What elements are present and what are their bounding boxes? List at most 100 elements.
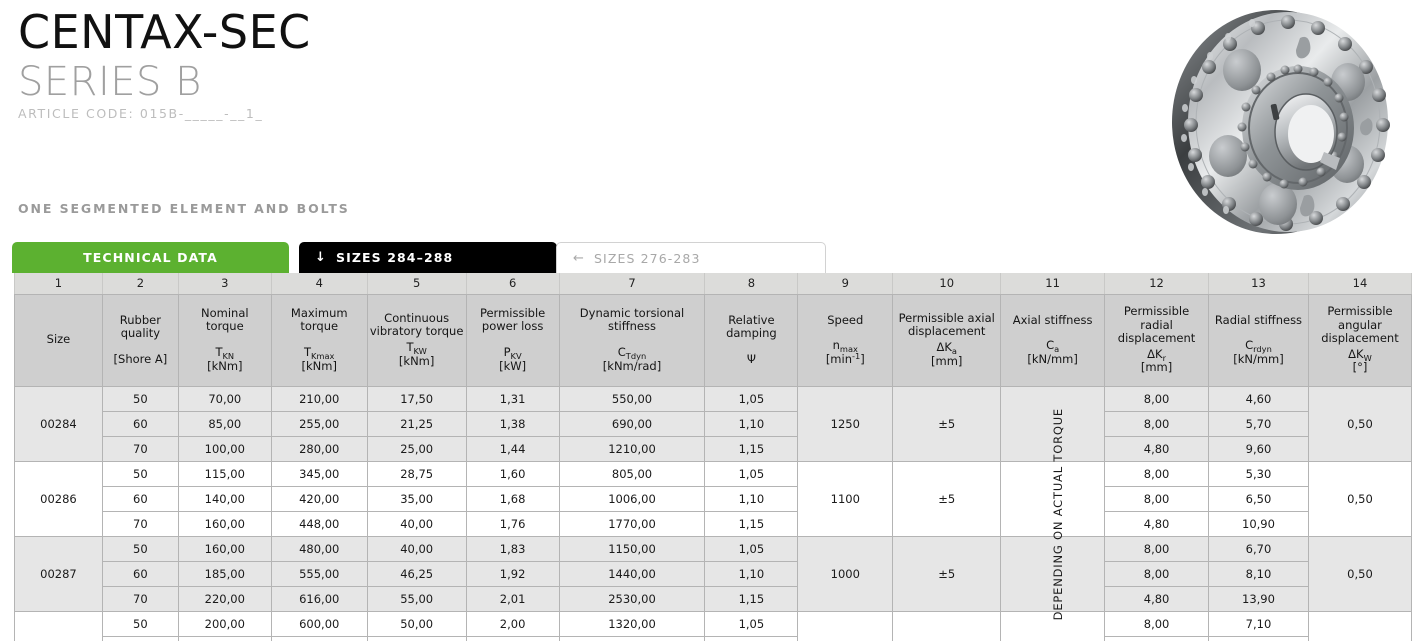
tab-bar[interactable]: TECHNICAL DATA ↓ SIZES 284–288 ← SIZES 2… bbox=[12, 240, 826, 273]
cell-rubber: 60 bbox=[101, 485, 179, 512]
cell-tkmax: 210,00 bbox=[270, 385, 368, 412]
table-row: 60 140,00 420,00 35,00 1,68 1006,00 1,10 8,00 6,… bbox=[15, 485, 1412, 512]
cell-tkn: 160,00 bbox=[177, 535, 272, 562]
cell-psi: 1,10 bbox=[704, 560, 799, 587]
cell-psi: 1,15 bbox=[704, 510, 799, 537]
cell-crdyn: 9,60 bbox=[1208, 435, 1309, 462]
cell-tkw: 28,75 bbox=[366, 460, 467, 487]
cell-speed: 1250 bbox=[797, 385, 894, 462]
cell-crdyn: 6,50 bbox=[1208, 485, 1309, 512]
col-header-radial-stiffness: Radial stiffness Crdyn [kN/mm] bbox=[1208, 293, 1309, 387]
cell-ctdyn: 1770,00 bbox=[558, 510, 706, 537]
cell-rubber: 50 bbox=[101, 610, 179, 637]
cell-tkw: 50,00 bbox=[366, 610, 467, 637]
cell-rubber: 70 bbox=[101, 435, 179, 462]
cell-tkw: 25,00 bbox=[366, 435, 467, 462]
cell-speed: 800 bbox=[797, 610, 894, 641]
cell-ctdyn: 1210,00 bbox=[558, 435, 706, 462]
cell-tkn: 140,00 bbox=[177, 485, 272, 512]
arrow-down-icon: ↓ bbox=[315, 250, 327, 265]
cell-rubber: 50 bbox=[101, 535, 179, 562]
cell-crdyn: 8,80 bbox=[1208, 635, 1309, 641]
cell-crdyn: 13,90 bbox=[1208, 585, 1309, 612]
coupling-flange-image bbox=[1172, 10, 1390, 234]
table-row: 70 160,00 448,00 40,00 1,76 1770,00 1,15 4,80 10… bbox=[15, 510, 1412, 537]
cell-axial-stiffness bbox=[1000, 460, 1106, 537]
cell-tkmax: 345,00 bbox=[270, 460, 368, 487]
cell-dkr: 8,00 bbox=[1104, 485, 1210, 512]
cell-pkv: 1,38 bbox=[465, 410, 560, 437]
cell-crdyn: 6,70 bbox=[1208, 535, 1309, 562]
col-header-nominal-torque: Nominal torque TKN [kNm] bbox=[177, 293, 272, 387]
cell-ctdyn: 690,00 bbox=[558, 410, 706, 437]
cell-dkr: 4,80 bbox=[1104, 510, 1210, 537]
cell-psi: 1,05 bbox=[704, 460, 799, 487]
cell-pkv: 1,44 bbox=[465, 435, 560, 462]
cell-tkn: 85,00 bbox=[177, 410, 272, 437]
cell-tkw: 60,00 bbox=[366, 635, 467, 641]
cell-pkv: 2,10 bbox=[465, 635, 560, 641]
cell-tkn: 100,00 bbox=[177, 435, 272, 462]
table-row: 60 185,00 555,00 46,25 1,92 1440,00 1,10 8,00 8,… bbox=[15, 560, 1412, 587]
cell-tkmax: 616,00 bbox=[270, 585, 368, 612]
cell-ctdyn: 1320,00 bbox=[558, 610, 706, 637]
cell-tkw: 55,00 bbox=[366, 585, 467, 612]
cell-speed: 1000 bbox=[797, 535, 894, 612]
tab-sizes-276-283-label: SIZES 276-283 bbox=[594, 250, 701, 266]
col-number: 13 bbox=[1208, 273, 1309, 295]
cell-psi: 1,15 bbox=[704, 585, 799, 612]
col-header-permissible-axial-displacement: Permissible axial displacement ΔKa [mm] bbox=[892, 293, 1002, 387]
tab-technical-data-label: TECHNICAL DATA bbox=[83, 250, 218, 265]
cell-pkv: 1,60 bbox=[465, 460, 560, 487]
cell-dkr: 8,00 bbox=[1104, 635, 1210, 641]
cell-dkr: 8,00 bbox=[1104, 535, 1210, 562]
cell-tkn: 160,00 bbox=[177, 510, 272, 537]
tab-technical-data[interactable]: TECHNICAL DATA bbox=[12, 242, 289, 273]
col-header-permissible-radial-displacement: Permissible radial displacement ΔKr [mm] bbox=[1104, 293, 1210, 387]
table-row: 00287 50 160,00 480,00 40,00 1,83 1150,00 1,05 1… bbox=[14, 535, 1413, 612]
cell-rubber: 70 bbox=[101, 585, 179, 612]
col-header-continuous-vibratory-torque: Continuous vibratory torque TKW [kNm] bbox=[366, 293, 467, 387]
cell-tkn: 115,00 bbox=[177, 460, 272, 487]
col-number: 7 bbox=[558, 273, 706, 295]
tab-sizes-284-288-label: SIZES 284–288 bbox=[336, 250, 454, 265]
cell-axial-displacement: ±5 bbox=[892, 385, 1002, 462]
cell-pkv: 2,01 bbox=[465, 585, 560, 612]
cell-tkmax: 448,00 bbox=[270, 510, 368, 537]
column-header-row: Size Rubber quality [Shore A] Nominal to… bbox=[14, 293, 1413, 387]
cell-ctdyn: 550,00 bbox=[558, 385, 706, 412]
col-number: 3 bbox=[177, 273, 272, 295]
cell-tkmax: 480,00 bbox=[270, 535, 368, 562]
cell-angular-displacement: 0,50 bbox=[1307, 535, 1413, 612]
cell-ctdyn: 1150,00 bbox=[558, 535, 706, 562]
cell-rubber: 60 bbox=[101, 410, 179, 437]
cell-ctdyn: 1650,00 bbox=[558, 635, 706, 641]
table-row: 0028850200,00600,0050,002,001320,001,058… bbox=[14, 610, 1413, 641]
cell-tkmax: 720,00 bbox=[270, 635, 368, 641]
cell-ctdyn: 1006,00 bbox=[558, 485, 706, 512]
tab-sizes-276-283[interactable]: ← SIZES 276-283 bbox=[556, 242, 826, 273]
cell-tkw: 46,25 bbox=[366, 560, 467, 587]
cell-psi: 1,10 bbox=[704, 410, 799, 437]
cell-axial-stiffness bbox=[1000, 610, 1106, 641]
col-number: 2 bbox=[101, 273, 179, 295]
table-row: 00284 50 70,00 210,00 17,50 1,31 550,00 1,05 125… bbox=[14, 385, 1413, 462]
cell-psi: 1,15 bbox=[704, 435, 799, 462]
cell-tkmax: 420,00 bbox=[270, 485, 368, 512]
cell-ctdyn: 805,00 bbox=[558, 460, 706, 487]
col-header-speed: Speed nmax [min-1] bbox=[797, 293, 894, 387]
cell-rubber: 50 bbox=[101, 385, 179, 412]
tab-sizes-284-288[interactable]: ↓ SIZES 284–288 bbox=[299, 242, 557, 273]
cell-pkv: 1,31 bbox=[465, 385, 560, 412]
cell-tkw: 40,00 bbox=[366, 510, 467, 537]
cell-size: 00288 bbox=[14, 610, 103, 641]
cell-dkr: 8,00 bbox=[1104, 560, 1210, 587]
cell-dkr: 8,00 bbox=[1104, 410, 1210, 437]
cell-ctdyn: 1440,00 bbox=[558, 560, 706, 587]
col-number: 11 bbox=[1000, 273, 1106, 295]
page-subtitle: SERIES B bbox=[18, 58, 202, 105]
table-row: 70 100,00 280,00 25,00 1,44 1210,00 1,15 4,80 9,… bbox=[15, 435, 1412, 462]
cell-axial-displacement: ±5 bbox=[892, 535, 1002, 612]
cell-rubber: 60 bbox=[101, 560, 179, 587]
